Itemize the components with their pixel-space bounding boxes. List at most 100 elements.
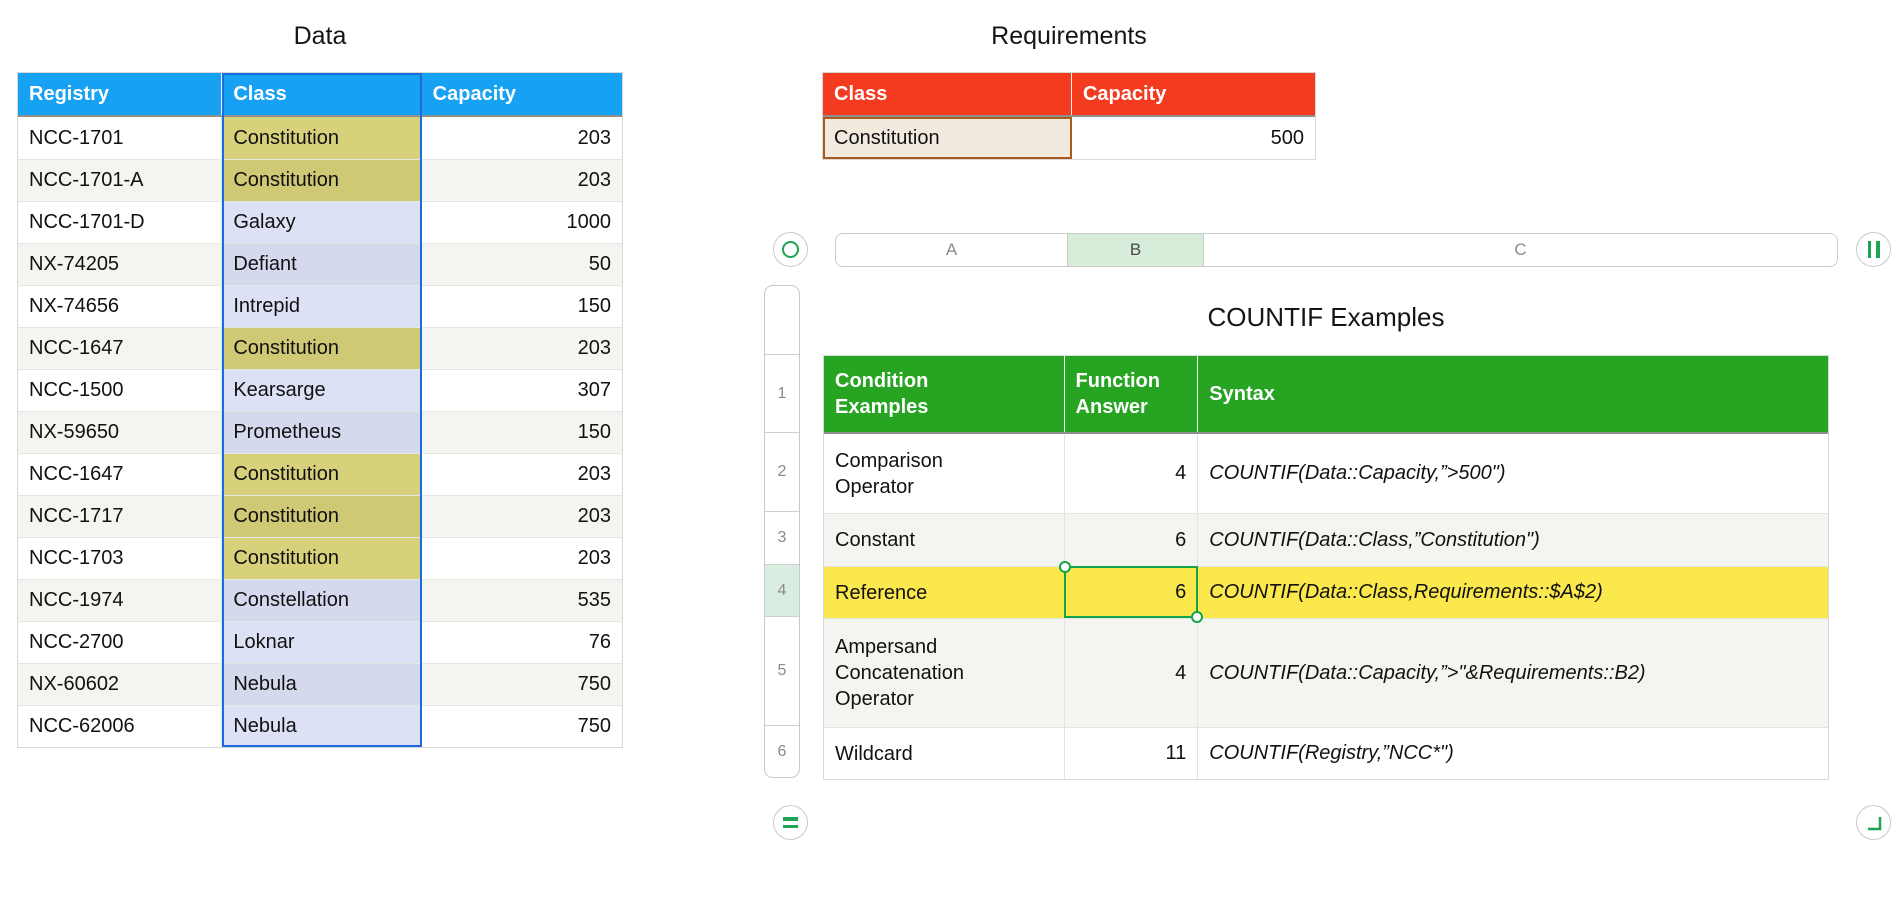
highlighted-table-row: Reference 6 COUNTIF(Data::Class,Requirem… bbox=[824, 566, 1828, 618]
cell-capacity[interactable]: 203 bbox=[420, 495, 622, 537]
cell-condition[interactable]: Constant bbox=[824, 513, 1064, 566]
resize-table-button[interactable] bbox=[1856, 805, 1891, 840]
cell-registry[interactable]: NCC-1717 bbox=[18, 495, 222, 537]
cell-answer[interactable]: 4 bbox=[1063, 434, 1198, 513]
cell-class[interactable]: Constitution bbox=[221, 495, 421, 537]
cell-answer[interactable]: 11 bbox=[1063, 727, 1198, 779]
column-header-b[interactable]: B bbox=[1067, 234, 1203, 266]
cell-registry[interactable]: NCC-1701-A bbox=[18, 159, 222, 201]
cell-capacity[interactable]: 203 bbox=[420, 117, 622, 159]
cell-class[interactable]: Constitution bbox=[221, 537, 421, 579]
cell-registry[interactable]: NCC-1701 bbox=[29, 126, 124, 149]
cell-capacity[interactable]: 1000 bbox=[420, 201, 622, 243]
header-class[interactable]: Class bbox=[221, 73, 420, 115]
header-capacity[interactable]: Capacity bbox=[420, 73, 622, 115]
cell-condition[interactable]: Ampersand Concatenation Operator bbox=[824, 618, 1064, 727]
table-row: Wildcard 11 COUNTIF(Registry,”NCC*") bbox=[824, 727, 1828, 779]
cell-class[interactable]: Constellation bbox=[221, 579, 421, 621]
cell-capacity[interactable]: 150 bbox=[420, 411, 622, 453]
cell-capacity[interactable]: 535 bbox=[420, 579, 622, 621]
cell-class[interactable]: Nebula bbox=[221, 705, 421, 747]
column-header-c[interactable]: C bbox=[1203, 234, 1837, 266]
row-header-4[interactable]: 4 bbox=[765, 564, 799, 616]
cell-registry[interactable]: NCC-1647 bbox=[18, 327, 222, 369]
table-row: NCC-2700 Loknar 76 bbox=[18, 621, 622, 663]
cell-capacity[interactable]: 203 bbox=[420, 159, 622, 201]
cell-registry[interactable]: NCC-62006 bbox=[18, 705, 222, 747]
requirements-table-title[interactable]: Requirements bbox=[991, 22, 1147, 50]
cell-class[interactable]: Intrepid bbox=[221, 285, 421, 327]
header-function-answer[interactable]: Function Answer bbox=[1063, 356, 1198, 432]
cell-class[interactable]: Kearsarge bbox=[221, 369, 421, 411]
selection-handle-bottom-right[interactable] bbox=[1191, 611, 1203, 623]
data-table-title[interactable]: Data bbox=[293, 22, 347, 50]
cell-registry[interactable]: NX-60602 bbox=[18, 663, 222, 705]
table-handle-button[interactable] bbox=[773, 232, 808, 267]
cell-registry[interactable]: NX-74205 bbox=[18, 243, 222, 285]
cell-capacity[interactable]: 76 bbox=[420, 621, 622, 663]
cell-registry[interactable]: NCC-1974 bbox=[18, 579, 222, 621]
column-header-a[interactable]: A bbox=[945, 240, 958, 259]
cell-class[interactable]: Constitution bbox=[221, 327, 421, 369]
cell-capacity[interactable]: 50 bbox=[420, 243, 622, 285]
cell-syntax[interactable]: COUNTIF(Registry,”NCC*") bbox=[1197, 727, 1828, 779]
countif-table-title[interactable]: COUNTIF Examples bbox=[1207, 302, 1445, 332]
cell-registry[interactable]: NCC-2700 bbox=[18, 621, 222, 663]
header-syntax[interactable]: Syntax bbox=[1197, 356, 1828, 432]
table-row: NX-74205 Defiant 50 bbox=[18, 243, 622, 285]
cell-registry[interactable]: NCC-1703 bbox=[18, 537, 222, 579]
selection-handle-top-left[interactable] bbox=[1059, 561, 1071, 573]
header-registry[interactable]: Registry bbox=[29, 82, 110, 105]
cell-registry[interactable]: NX-74656 bbox=[18, 285, 222, 327]
cell-registry[interactable]: NCC-1701-D bbox=[18, 201, 222, 243]
row-header-2[interactable]: 2 bbox=[765, 432, 799, 511]
cell-registry[interactable]: NCC-1647 bbox=[18, 453, 222, 495]
header-condition-examples[interactable]: Condition Examples bbox=[835, 370, 929, 418]
cell-answer[interactable]: 6 bbox=[1063, 513, 1198, 566]
requirements-header-row: Class Capacity bbox=[823, 73, 1315, 117]
cell-registry[interactable]: NX-59650 bbox=[18, 411, 222, 453]
cell-syntax[interactable]: COUNTIF(Data::Class,Requirements::$A$2) bbox=[1197, 566, 1828, 618]
cell-class[interactable]: Constitution bbox=[221, 117, 421, 159]
column-header-bar: A B C bbox=[835, 233, 1838, 267]
corner-return-icon bbox=[1867, 816, 1881, 830]
cell-condition[interactable]: Reference bbox=[824, 566, 1064, 618]
cell-capacity[interactable]: 203 bbox=[420, 327, 622, 369]
cell-class[interactable]: Galaxy bbox=[221, 201, 421, 243]
cell-class[interactable]: Prometheus bbox=[221, 411, 421, 453]
table-row: NCC-1701 Constitution 203 bbox=[18, 117, 622, 159]
cell-condition[interactable]: Wildcard bbox=[824, 727, 1064, 779]
cell-req-capacity[interactable]: 500 bbox=[1070, 117, 1315, 159]
cell-class[interactable]: Constitution bbox=[221, 159, 421, 201]
row-header-5[interactable]: 5 bbox=[765, 616, 799, 725]
row-header-1[interactable]: 1 bbox=[765, 354, 799, 432]
header-req-class[interactable]: Class bbox=[834, 82, 888, 105]
column-options-button[interactable] bbox=[1856, 232, 1891, 267]
cell-capacity[interactable]: 750 bbox=[420, 663, 622, 705]
cell-class[interactable]: Loknar bbox=[221, 621, 421, 663]
row-gutter-top[interactable] bbox=[765, 286, 799, 354]
cell-capacity[interactable]: 203 bbox=[420, 453, 622, 495]
cell-capacity[interactable]: 750 bbox=[420, 705, 622, 747]
table-row: NCC-1701-A Constitution 203 bbox=[18, 159, 622, 201]
cell-capacity[interactable]: 307 bbox=[420, 369, 622, 411]
cell-capacity[interactable]: 203 bbox=[420, 537, 622, 579]
add-row-button[interactable] bbox=[773, 805, 808, 840]
cell-capacity[interactable]: 150 bbox=[420, 285, 622, 327]
cell-class[interactable]: Constitution bbox=[221, 453, 421, 495]
cell-syntax[interactable]: COUNTIF(Data::Capacity,”>"&Requirements:… bbox=[1197, 618, 1828, 727]
cell-req-class[interactable]: Constitution bbox=[823, 117, 1071, 159]
cell-class[interactable]: Defiant bbox=[221, 243, 421, 285]
cell-class[interactable]: Nebula bbox=[221, 663, 421, 705]
cell-syntax[interactable]: COUNTIF(Data::Class,”Constitution") bbox=[1197, 513, 1828, 566]
cell-answer[interactable]: 4 bbox=[1063, 618, 1198, 727]
table-row: NCC-1717 Constitution 203 bbox=[18, 495, 622, 537]
row-header-6[interactable]: 6 bbox=[765, 725, 799, 777]
cell-syntax[interactable]: COUNTIF(Data::Capacity,”>500") bbox=[1197, 434, 1828, 513]
cell-condition[interactable]: Comparison Operator bbox=[835, 449, 943, 498]
header-req-capacity[interactable]: Capacity bbox=[1070, 73, 1315, 115]
row-header-3[interactable]: 3 bbox=[765, 511, 799, 564]
equals-bars-icon bbox=[783, 817, 798, 828]
cell-registry[interactable]: NCC-1500 bbox=[18, 369, 222, 411]
